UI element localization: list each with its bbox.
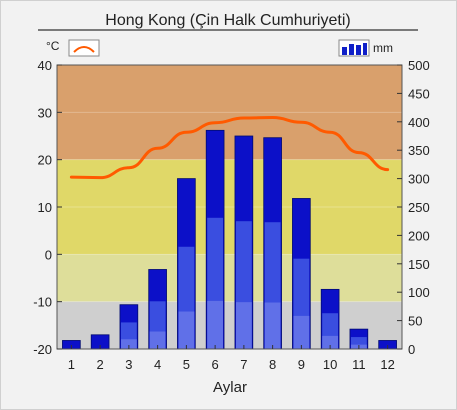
- precip-bar-7: [234, 135, 254, 350]
- precip-tick-label: 500: [408, 58, 430, 73]
- bar-shade-light: [235, 302, 252, 349]
- bars-icon-bar-1: [342, 47, 347, 55]
- month-tick-label: 5: [183, 357, 190, 372]
- precip-tick-label: 200: [408, 228, 430, 243]
- month-tick-label: 9: [298, 357, 305, 372]
- temp-unit-label: °C: [46, 39, 60, 53]
- temp-tick-label: 10: [38, 200, 52, 215]
- bar-shade-light: [149, 331, 166, 349]
- month-tick-label: 6: [212, 357, 219, 372]
- bars-icon-bar-3: [356, 45, 361, 55]
- precip-bars: [62, 129, 397, 350]
- precip-tick-label: 0: [408, 342, 415, 357]
- precip-tick-label: 100: [408, 285, 430, 300]
- temp-tick-label: 20: [38, 153, 52, 168]
- month-tick-label: 10: [323, 357, 337, 372]
- precip-bar-3: [119, 304, 139, 350]
- precip-tick-label: 450: [408, 86, 430, 101]
- band-warm: [57, 159, 402, 255]
- bar-shade-light: [293, 315, 310, 349]
- chart-title: Hong Kong (Çin Halk Cumhuriyeti): [105, 12, 350, 29]
- band-mild: [57, 254, 402, 302]
- temp-tick-label: -20: [33, 342, 52, 357]
- month-tick-label: 7: [240, 357, 247, 372]
- precip-tick-label: 50: [408, 314, 422, 329]
- month-tick-label: 2: [97, 357, 104, 372]
- bar-shade-light: [207, 300, 224, 349]
- temp-tick-label: 30: [38, 105, 52, 120]
- month-tick-label: 4: [154, 357, 161, 372]
- bar-shade-light: [120, 339, 137, 349]
- temp-tick-label: -10: [33, 295, 52, 310]
- temp-tick-label: 0: [45, 247, 52, 262]
- grid-lines: [57, 111, 402, 303]
- month-tick-label: 1: [68, 357, 75, 372]
- temp-tick-label: 40: [38, 58, 52, 73]
- x-axis-label: Aylar: [213, 379, 247, 396]
- month-tick-label: 3: [125, 357, 132, 372]
- temperature-line-icon: [73, 46, 95, 53]
- temp-unit-legend: °C: [46, 39, 100, 57]
- precip-tick-label: 250: [408, 200, 430, 215]
- bars-icon-bar-4: [363, 43, 367, 55]
- precip-bar-8: [263, 137, 282, 350]
- precip-tick-label: 400: [408, 115, 430, 130]
- band-cool: [57, 301, 402, 349]
- precip-bar-9: [292, 198, 311, 350]
- temperature-line: [69, 116, 390, 180]
- precip-bar-6: [205, 129, 225, 350]
- month-tick-label: 11: [352, 357, 366, 372]
- bars-icon-bar-2: [349, 44, 354, 55]
- month-tick-label: 8: [269, 357, 276, 372]
- precip-tick-label: 350: [408, 143, 430, 158]
- bar-shade-mid: [350, 337, 367, 349]
- month-axis-ticks: 1 2 3 4 5 6 7 8 9 10 11 12: [68, 345, 395, 372]
- precip-bar-5: [177, 178, 196, 350]
- month-tick-label: 12: [380, 357, 394, 372]
- temp-axis-ticks: 40 30 20 10 0 -10 -20: [33, 58, 62, 357]
- precip-tick-label: 150: [408, 257, 430, 272]
- precip-bar-10: [320, 288, 340, 350]
- plot-background: [57, 65, 402, 349]
- precip-unit-legend: mm: [338, 39, 393, 57]
- bar-shade-light: [264, 302, 281, 349]
- precip-tick-label: 300: [408, 172, 430, 187]
- bar-shade-light: [178, 311, 195, 349]
- precip-bar-4: [148, 269, 167, 350]
- precip-unit-label: mm: [373, 41, 393, 55]
- bar-shade-light: [322, 335, 339, 349]
